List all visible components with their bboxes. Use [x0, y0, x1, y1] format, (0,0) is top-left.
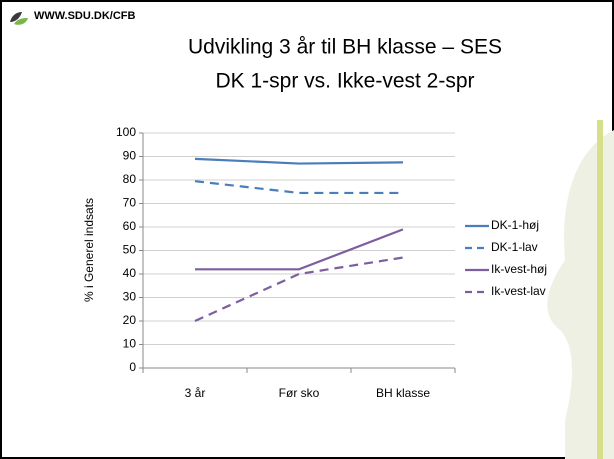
y-tick-label: 0 [129, 360, 136, 374]
y-tick-label: 70 [123, 196, 137, 210]
y-tick-label: 80 [123, 172, 137, 186]
y-tick-label: 60 [123, 219, 137, 233]
page: WWW.SDU.DK/CFB Udvikling 3 år til BH kla… [0, 0, 614, 459]
chart-subtitle: DK 1-spr vs. Ikke-vest 2-spr [215, 70, 474, 93]
slide: WWW.SDU.DK/CFB Udvikling 3 år til BH kla… [0, 0, 614, 459]
header-url: WWW.SDU.DK/CFB [34, 10, 135, 22]
y-tick-label: 10 [123, 337, 137, 351]
legend-label: Ik-vest-lav [491, 284, 546, 298]
x-tick-label: BH klasse [376, 386, 430, 400]
legend-label: DK-1-høj [491, 218, 539, 232]
x-tick-label: Før sko [279, 386, 320, 400]
y-tick-label: 90 [123, 149, 137, 163]
legend-label: DK-1-lav [491, 240, 538, 254]
y-tick-label: 50 [123, 243, 137, 257]
y-tick-label: 20 [123, 313, 137, 327]
y-axis-label: % i Generel indsats [82, 198, 96, 302]
legend-label: Ik-vest-høj [491, 262, 547, 276]
chart-title: Udvikling 3 år til BH klasse – SES [188, 36, 502, 59]
x-tick-label: 3 år [185, 386, 206, 400]
y-tick-label: 100 [116, 125, 136, 139]
y-tick-label: 40 [123, 266, 137, 280]
y-tick-label: 30 [123, 290, 137, 304]
